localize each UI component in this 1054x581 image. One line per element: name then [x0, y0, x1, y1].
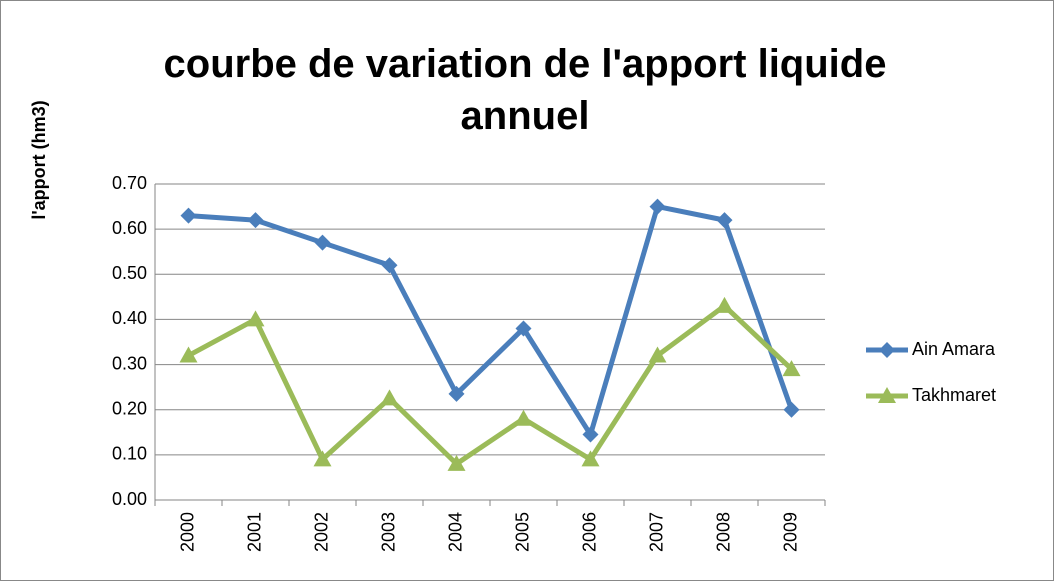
x-tick-label: 2005: [512, 512, 532, 552]
marker: [716, 212, 733, 229]
marker: [179, 346, 198, 363]
marker: [783, 401, 800, 418]
marker: [448, 385, 465, 402]
marker: [649, 198, 666, 215]
y-tick-label: 0.10: [112, 444, 147, 464]
marker: [314, 234, 331, 251]
x-tick-label: 2001: [244, 512, 264, 552]
marker: [648, 346, 667, 363]
marker: [180, 207, 197, 224]
marker: [715, 296, 734, 313]
x-tick-label: 2009: [780, 512, 800, 552]
marker: [380, 389, 399, 406]
y-tick-label: 0.00: [112, 489, 147, 509]
series-line: [187, 303, 794, 467]
series-line: [188, 204, 794, 438]
marker: [514, 409, 533, 426]
x-tick-label: 2003: [378, 512, 398, 552]
y-tick-label: 0.60: [112, 218, 147, 238]
x-tick-label: 2002: [311, 512, 331, 552]
y-tick-label: 0.20: [112, 398, 147, 418]
marker: [782, 360, 801, 377]
y-tick-label: 0.50: [112, 263, 147, 283]
legend-label: Ain Amara: [912, 339, 996, 359]
marker: [313, 450, 332, 467]
y-tick-label: 0.40: [112, 308, 147, 328]
x-tick-label: 2000: [177, 512, 197, 552]
y-tick-label: 0.30: [112, 353, 147, 373]
marker: [879, 342, 895, 358]
marker: [515, 320, 532, 337]
x-tick-label: 2008: [713, 512, 733, 552]
x-tick-label: 2006: [579, 512, 599, 552]
marker: [381, 257, 398, 274]
marker: [247, 212, 264, 229]
legend-label: Takhmaret: [912, 385, 996, 405]
marker: [246, 310, 265, 327]
chart-title: courbe de variation de l'apport liquide …: [163, 42, 887, 138]
y-tick-label: 0.70: [112, 173, 147, 193]
marker: [878, 387, 896, 403]
y-axis-label: l'apport (hm3): [29, 100, 49, 219]
marker: [582, 426, 599, 443]
marker: [581, 450, 600, 467]
x-tick-label: 2004: [445, 512, 465, 552]
x-tick-label: 2007: [646, 512, 666, 552]
marker: [447, 454, 466, 471]
